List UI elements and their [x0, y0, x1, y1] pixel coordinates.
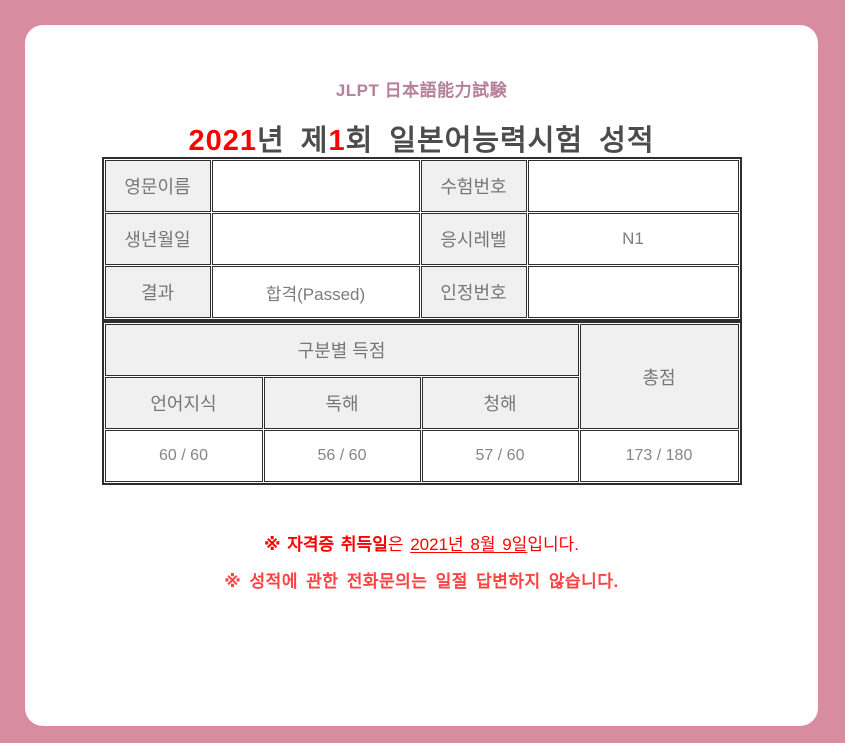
candidate-info-table: 영문이름 수험번호 생년월일 응시레벨 N1 결과 합격(Passed) 인정번… [101, 157, 742, 321]
title-session-number: 1 [328, 125, 346, 157]
certificate-panel: JLPT 日本語能力試験 2021년 제1회 일본어능력시험 성적 영문이름 수… [25, 25, 818, 726]
title-rest: 회 일본어능력시험 성적 [345, 125, 655, 157]
info-row-birth-level: 생년월일 응시레벨 N1 [104, 213, 739, 265]
note1-underlined-date: 2021년 8월 9일 [410, 535, 528, 554]
label-birth-date: 생년월일 [104, 213, 211, 265]
value-test-level: N1 [527, 213, 739, 265]
title-mid: 년 제 [257, 125, 329, 157]
header-total-score: 총점 [579, 324, 739, 429]
label-result: 결과 [104, 266, 211, 318]
score-header-sections-row: 언어지식 독해 청해 [104, 377, 739, 429]
header-reading: 독해 [263, 377, 421, 429]
value-certification-number [527, 266, 739, 318]
value-birth-date [211, 213, 420, 265]
value-english-name [211, 160, 420, 212]
note1-suffix-text: 입니다. [527, 535, 579, 554]
jlpt-subtitle: JLPT 日本語能力試験 [335, 81, 508, 100]
note1-mid-text: 은 [387, 535, 411, 554]
score-values-row: 60 / 60 56 / 60 57 / 60 173 / 180 [104, 430, 739, 482]
label-english-name: 영문이름 [104, 160, 211, 212]
score-table: 구분별 득점 총점 언어지식 독해 청해 60 / 60 56 / 60 57 … [101, 321, 742, 485]
label-examinee-number: 수험번호 [420, 160, 527, 212]
header-listening: 청해 [421, 377, 579, 429]
title-year: 2021 [188, 125, 258, 157]
score-listening: 57 / 60 [421, 430, 579, 482]
label-test-level: 응시레벨 [420, 213, 527, 265]
info-row-name-number: 영문이름 수험번호 [104, 160, 739, 212]
header-language-knowledge: 언어지식 [104, 377, 263, 429]
note-certificate-date: ※ 자격증 취득일은 2021년 8월 9일입니다. [25, 535, 818, 555]
info-row-result-cert: 결과 합격(Passed) 인정번호 [104, 266, 739, 318]
value-result: 합격(Passed) [211, 266, 420, 318]
score-total: 173 / 180 [579, 430, 739, 482]
value-examinee-number [527, 160, 739, 212]
score-language-knowledge: 60 / 60 [104, 430, 263, 482]
note1-bold-text: ※ 자격증 취득일 [264, 535, 388, 554]
header-section-scores: 구분별 득점 [104, 324, 579, 376]
page-title: 2021년 제1회 일본어능력시험 성적 [25, 125, 818, 157]
note-no-phone-inquiries: ※ 성적에 관한 전화문의는 일절 답변하지 않습니다. [224, 572, 619, 591]
score-reading: 56 / 60 [263, 430, 421, 482]
label-certification-number: 인정번호 [420, 266, 527, 318]
score-header-group-row: 구분별 득점 총점 [104, 324, 739, 429]
